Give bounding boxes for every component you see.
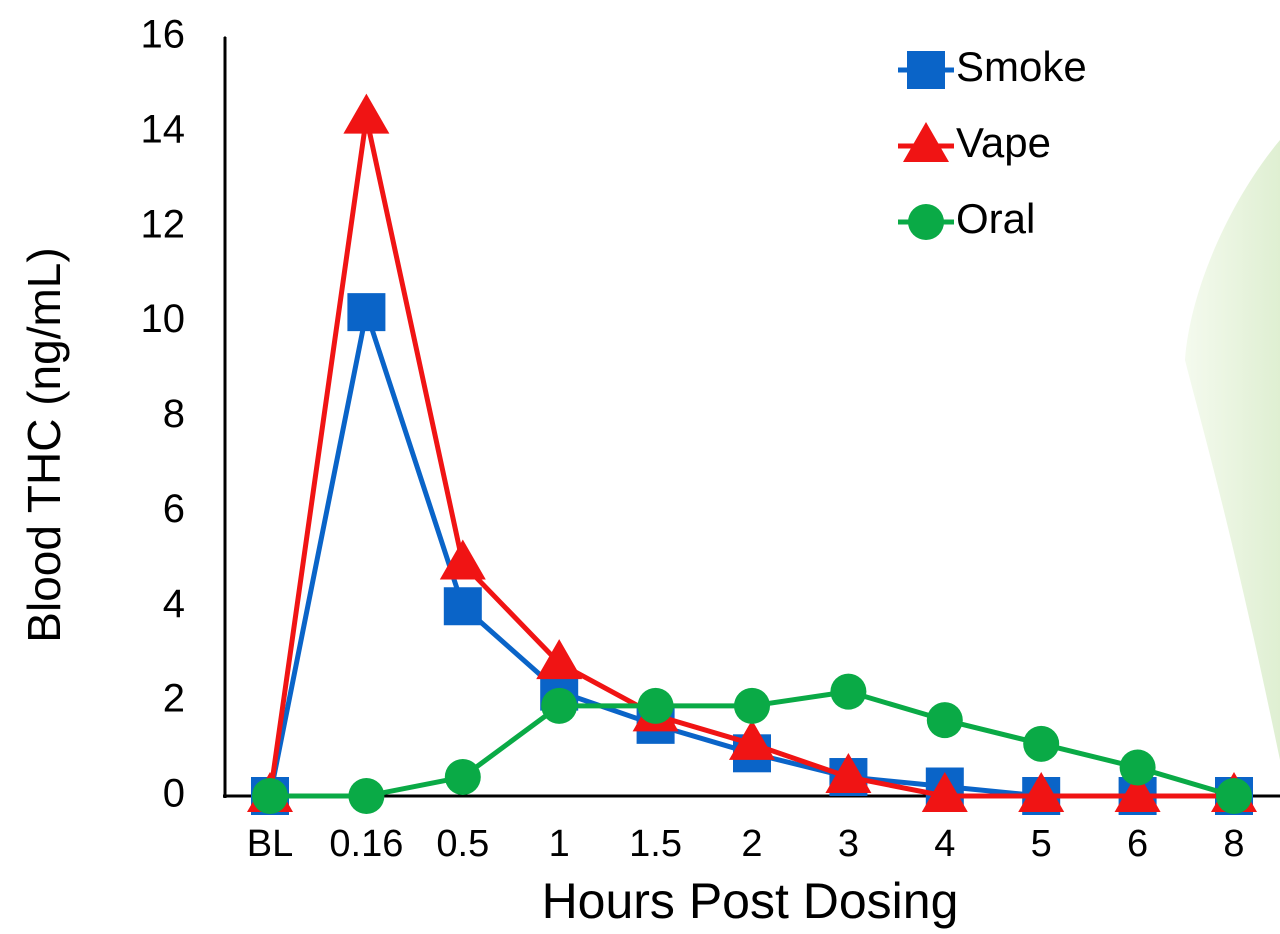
y-tick-label: 16 (141, 13, 186, 57)
data-point (921, 772, 968, 812)
data-point (541, 687, 578, 724)
data-point (348, 778, 385, 814)
background-leaf (1185, 140, 1280, 760)
x-tick-label: 1 (549, 823, 570, 865)
x-tick-label: 1.5 (629, 823, 682, 865)
data-point (825, 753, 872, 794)
x-tick-label: BL (247, 823, 293, 865)
data-point (443, 587, 482, 626)
legend-label: Oral (956, 195, 1035, 242)
y-tick-label: 6 (163, 487, 185, 531)
x-tick-label: 0.16 (329, 823, 403, 865)
y-tick-label: 2 (163, 677, 185, 721)
data-point (729, 719, 775, 760)
legend-marker (907, 51, 945, 89)
x-tick-label: 0.5 (436, 823, 489, 865)
y-tick-label: 4 (163, 582, 185, 626)
data-point (536, 639, 583, 680)
x-tick-label: 2 (741, 823, 762, 865)
y-tick-label: 10 (141, 297, 186, 341)
data-point (830, 673, 867, 710)
data-point (1018, 772, 1065, 812)
data-point (734, 687, 770, 724)
data-point (1216, 778, 1252, 814)
data-point (347, 293, 386, 332)
y-tick-label: 0 (163, 772, 185, 816)
legend-label: Smoke (956, 43, 1087, 90)
y-axis-title: Blood THC (ng/mL) (18, 247, 70, 642)
legend-marker (908, 204, 944, 240)
data-point (444, 759, 481, 796)
legend-label: Vape (956, 119, 1051, 166)
x-tick-label: 3 (838, 823, 859, 865)
y-tick-label: 14 (141, 107, 186, 151)
x-axis-title: Hours Post Dosing (542, 873, 959, 929)
x-tick-label: 5 (1031, 823, 1052, 865)
y-tick-label: 12 (141, 202, 186, 246)
data-point (439, 539, 486, 580)
data-point (1119, 749, 1156, 786)
data-point (637, 687, 674, 724)
x-tick-label: 8 (1223, 823, 1244, 865)
data-point (1023, 725, 1060, 762)
legend-marker (903, 122, 949, 162)
data-point (252, 778, 288, 814)
data-point (1114, 772, 1161, 812)
x-tick-label: 6 (1127, 823, 1148, 865)
x-tick-label: 4 (934, 823, 955, 865)
data-point (343, 93, 390, 134)
data-point (926, 702, 963, 739)
y-tick-label: 8 (163, 392, 185, 436)
